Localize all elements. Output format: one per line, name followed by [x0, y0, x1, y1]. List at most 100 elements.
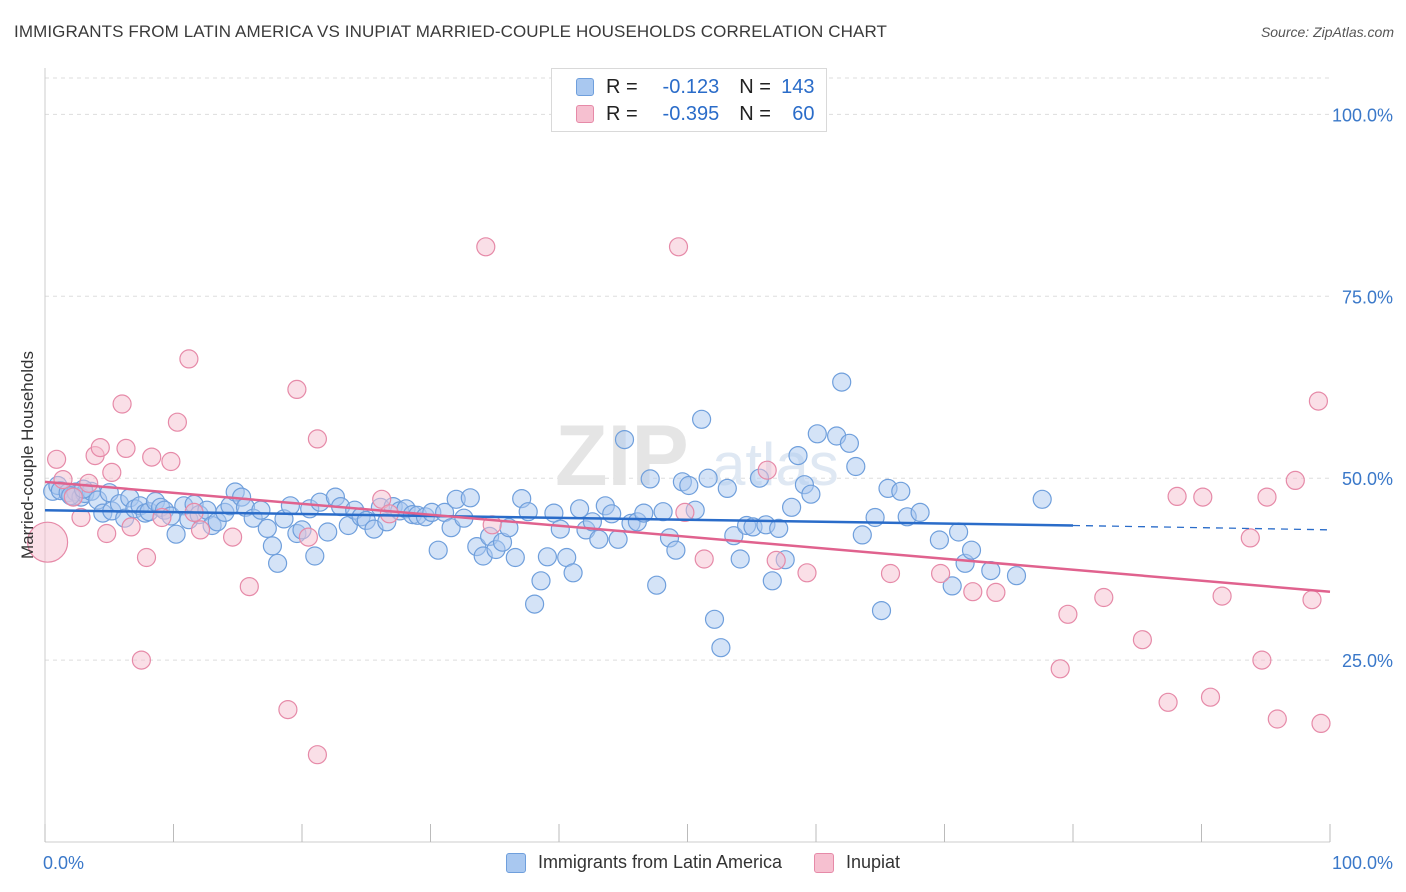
- latin-america-point: [318, 522, 338, 542]
- legend-row-latin-america: R = -0.123 N = 143: [576, 75, 815, 99]
- latin-america-point: [647, 575, 667, 595]
- inupiat-point: [1094, 587, 1114, 608]
- latin-america-point: [653, 502, 673, 522]
- inupiat-point: [63, 487, 83, 507]
- inupiat-point: [1158, 692, 1178, 712]
- latin-america-point: [305, 546, 325, 566]
- latin-america-point: [788, 446, 808, 466]
- grid-lines: [45, 77, 1330, 661]
- y-tick-label: 25.0%: [1342, 651, 1393, 671]
- stats-legend: R = -0.123 N = 143 R = -0.395 N = 60: [551, 68, 827, 132]
- series-legend: Immigrants from Latin America Inupiat: [0, 852, 1406, 873]
- inupiat-point: [1050, 659, 1070, 679]
- latin-america-point: [698, 468, 718, 488]
- x-tick-label-max: 100.0%: [1332, 853, 1393, 873]
- legend-n-value: 60: [792, 102, 815, 125]
- latin-america-point: [614, 430, 635, 450]
- x-tick-label-min: 0.0%: [43, 853, 84, 873]
- latin-america-point: [679, 475, 699, 496]
- latin-america-point: [666, 540, 686, 560]
- latin-america-point: [634, 503, 654, 523]
- legend-swatch-blue: [576, 78, 594, 96]
- inupiat-point: [239, 576, 259, 597]
- inupiat-point: [930, 563, 951, 584]
- legend-r-value: -0.123: [662, 75, 720, 98]
- inupiat-point: [675, 502, 695, 523]
- inupiat-point: [757, 460, 777, 480]
- legend-r-label: R =: [606, 102, 638, 125]
- trend-line-latin-america-extension: [1072, 524, 1331, 531]
- latin-america-point: [801, 484, 821, 504]
- latin-america-point: [762, 571, 782, 591]
- inupiat-point: [880, 563, 901, 584]
- axes: [44, 68, 1331, 843]
- y-tick-label: 75.0%: [1342, 287, 1393, 307]
- legend-n-label: N =: [739, 102, 771, 125]
- latin-america-point: [891, 481, 911, 501]
- inupiat-point: [1193, 487, 1213, 507]
- inupiat-point: [167, 412, 187, 432]
- latin-america-point: [948, 522, 969, 542]
- latin-america-point: [563, 563, 583, 583]
- inupiat-point: [136, 547, 157, 568]
- latin-america-point: [942, 576, 962, 596]
- legend-swatch-pink: [576, 105, 594, 123]
- legend-n-label: N =: [739, 75, 771, 98]
- latin-america-point: [730, 549, 750, 569]
- series-swatch-pink: [814, 852, 835, 873]
- inupiat-point: [1302, 590, 1322, 610]
- inupiat-point: [986, 582, 1006, 603]
- watermark-zip: ZIP: [555, 408, 689, 504]
- latin-america-point: [961, 540, 982, 560]
- latin-america-point: [251, 500, 271, 520]
- tick-labels: 25.0% 50.0% 75.0% 100.0% 0.0% 100.0%: [43, 105, 1393, 873]
- data-points: [26, 237, 1331, 765]
- latin-america-point: [640, 469, 660, 489]
- latin-america-point: [769, 518, 789, 539]
- latin-america-point: [460, 488, 480, 508]
- inupiat-point: [1267, 709, 1287, 729]
- latin-america-point: [257, 518, 277, 539]
- inupiat-point: [1311, 713, 1331, 734]
- latin-america-point: [704, 609, 725, 629]
- inupiat-point: [797, 563, 817, 583]
- latin-america-point: [589, 529, 609, 549]
- latin-america-point: [832, 372, 852, 392]
- inupiat-point: [97, 523, 117, 544]
- latin-america-point: [691, 409, 712, 429]
- latin-america-point: [846, 456, 866, 477]
- series-legend-inupiat: Inupiat: [814, 852, 900, 873]
- latin-america-point: [531, 571, 551, 591]
- latin-america-point: [1006, 566, 1027, 586]
- inupiat-point: [1252, 650, 1272, 670]
- inupiat-point: [190, 520, 211, 540]
- inupiat-point: [287, 379, 307, 399]
- inupiat-point: [179, 349, 199, 369]
- inupiat-point: [668, 237, 689, 257]
- inupiat-point: [131, 650, 151, 670]
- y-tick-label: 100.0%: [1332, 105, 1393, 125]
- inupiat-point: [766, 550, 786, 571]
- latin-america-point: [550, 519, 570, 539]
- latin-america-point: [910, 502, 930, 523]
- legend-n-value: 143: [781, 75, 815, 98]
- inupiat-point: [278, 699, 298, 720]
- legend-row-inupiat: R = -0.395 N = 60: [576, 102, 815, 126]
- latin-america-point: [268, 553, 288, 573]
- latin-america-point: [717, 478, 737, 498]
- latin-america-point: [537, 547, 558, 567]
- inupiat-point: [1132, 630, 1153, 650]
- y-axis-label: Married-couple Households: [18, 351, 37, 559]
- latin-america-point: [262, 536, 282, 556]
- inupiat-point: [223, 527, 243, 547]
- inupiat-point: [1308, 391, 1329, 411]
- trend-line-inupiat: [44, 480, 1331, 593]
- latin-america-point: [839, 433, 860, 453]
- inupiat-point: [116, 438, 136, 458]
- inupiat-point: [1058, 604, 1078, 624]
- inupiat-point: [307, 745, 327, 765]
- trend-lines: [44, 480, 1331, 593]
- inupiat-point: [1212, 586, 1232, 606]
- latin-america-point: [280, 496, 300, 516]
- inupiat-point: [1285, 470, 1305, 490]
